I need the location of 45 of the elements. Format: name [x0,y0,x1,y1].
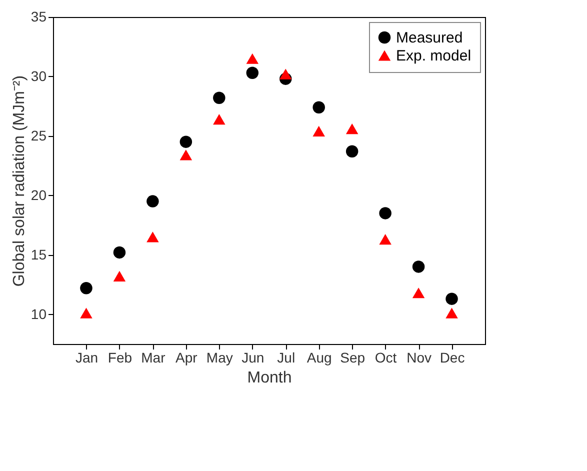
point [379,234,392,245]
x-tick-label: Jan [75,350,98,366]
point [146,195,159,208]
point [412,288,425,298]
point [446,308,458,318]
legend-label: Measured [396,30,463,46]
point [446,292,458,305]
y-tick-label: 10 [30,306,47,322]
point [113,270,126,282]
x-tick-label: Mar [141,350,166,366]
y-tick-label: 25 [30,127,47,144]
x-tick-label: Feb [108,350,132,366]
point [146,232,159,242]
point [346,123,358,134]
x-tick-label: Jul [277,350,296,366]
y-tick-label: 20 [30,186,47,203]
point [346,145,358,158]
point [80,308,92,318]
x-tick-label: Aug [306,350,332,366]
point [113,246,126,259]
x-tick-label: Oct [374,350,397,366]
point [312,126,325,136]
point [246,66,259,79]
point [213,114,226,125]
x-tick-label: May [206,350,233,366]
point [213,92,226,104]
point [412,260,425,273]
point [379,207,392,220]
point [279,68,292,80]
point [180,150,192,160]
y-tick-label: 30 [30,68,47,84]
x-tick-label: Sep [340,350,366,366]
x-tick-label: Dec [440,350,465,366]
legend-label: Exp. model [396,48,472,64]
x-tick-label: Nov [406,350,432,366]
x-axis-title: Month [247,370,292,386]
x-tick-label: Jun [242,350,264,366]
point [80,282,92,294]
x-tick-label: Apr [176,350,198,366]
point [312,101,325,114]
y-axis-title: Global solar radiation (MJm⁻²) [10,75,28,287]
point [246,53,259,64]
y-tick-label: 15 [30,246,47,262]
point [180,136,192,148]
y-tick-label: 35 [30,8,47,24]
